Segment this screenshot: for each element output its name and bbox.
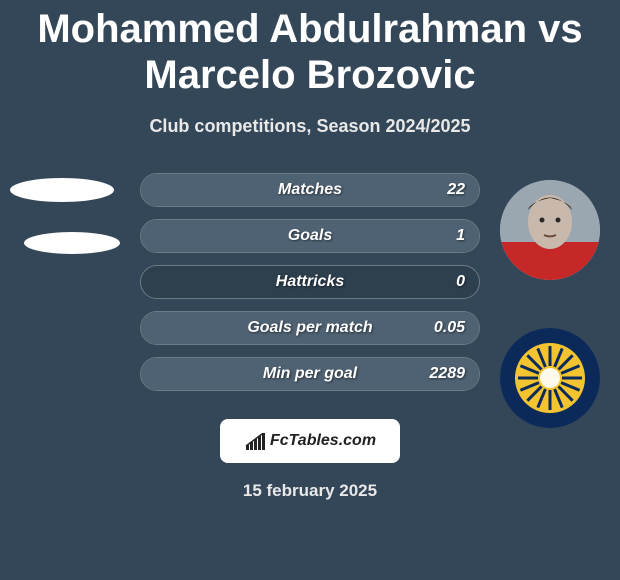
club-crest-icon (500, 328, 600, 428)
player-face-icon (500, 180, 600, 280)
club-badge-right (500, 328, 600, 428)
stat-label: Matches (278, 181, 342, 199)
stat-row: Hattricks 0 (140, 265, 480, 299)
stat-label: Min per goal (263, 365, 357, 383)
left-avatar-ellipse-1 (10, 178, 114, 202)
stat-value-right: 2289 (429, 365, 465, 383)
stat-row: Min per goal 2289 (140, 357, 480, 391)
subtitle: Club competitions, Season 2024/2025 (0, 116, 620, 137)
stat-value-right: 0.05 (434, 319, 465, 337)
stat-value-right: 1 (456, 227, 465, 245)
date-text: 15 february 2025 (0, 481, 620, 501)
stat-label: Goals (288, 227, 332, 245)
chart-icon (244, 432, 266, 450)
stat-label: Hattricks (276, 273, 344, 291)
stat-row: Goals 1 (140, 219, 480, 253)
page-title: Mohammed Abdulrahman vs Marcelo Brozovic (0, 0, 620, 98)
stat-row: Goals per match 0.05 (140, 311, 480, 345)
player-photo-right (500, 180, 600, 280)
stat-row: Matches 22 (140, 173, 480, 207)
stat-value-right: 0 (456, 273, 465, 291)
branding-text: FcTables.com (270, 432, 376, 450)
stat-label: Goals per match (247, 319, 372, 337)
branding-box: FcTables.com (220, 419, 400, 463)
stat-value-right: 22 (447, 181, 465, 199)
left-avatar-ellipse-2 (24, 232, 120, 254)
